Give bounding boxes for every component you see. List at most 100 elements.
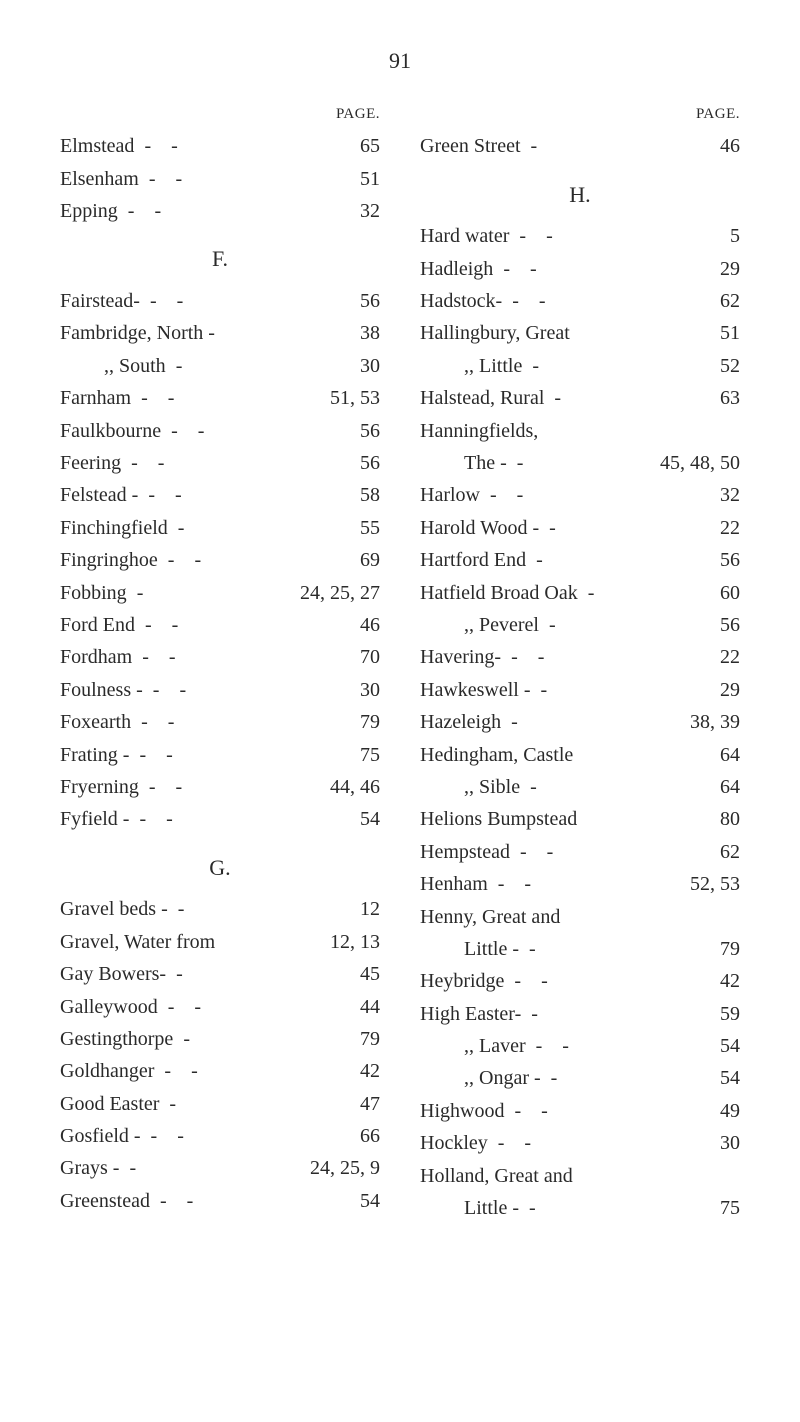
index-entry: Fingringhoe- -69 bbox=[60, 544, 380, 576]
entry-name: Fingringhoe bbox=[60, 544, 158, 576]
index-entry: Hedingham, Castle64 bbox=[420, 739, 740, 771]
entry-name: ,, Sible bbox=[464, 771, 520, 803]
index-entry: Elsenham- -51 bbox=[60, 163, 380, 195]
entry-name: ,, Little bbox=[464, 350, 522, 382]
entry-name: Gravel, Water from bbox=[60, 926, 215, 958]
entry-name: Epping bbox=[60, 195, 118, 227]
entry-page: 54 bbox=[340, 1185, 380, 1217]
entry-page: 65 bbox=[340, 130, 380, 162]
entry-name: Havering- bbox=[420, 641, 501, 673]
page-header-right: PAGE. bbox=[420, 102, 740, 126]
index-entry: Little -- 75 bbox=[420, 1192, 740, 1224]
entry-page: 5 bbox=[700, 220, 740, 252]
entry-name: Little - bbox=[464, 1192, 519, 1224]
entry-page: 64 bbox=[700, 771, 740, 803]
index-entry: High Easter--59 bbox=[420, 998, 740, 1030]
index-entry: Goldhanger- -42 bbox=[60, 1055, 380, 1087]
entry-page: 75 bbox=[340, 739, 380, 771]
entry-dash: - bbox=[521, 998, 548, 1030]
entry-dash: - bbox=[119, 1152, 146, 1184]
entry-page: 56 bbox=[340, 447, 380, 479]
index-entry: Fambridge, North -38 bbox=[60, 317, 380, 349]
index-entry: Gestingthorpe-79 bbox=[60, 1023, 380, 1055]
entry-dash: - bbox=[526, 544, 553, 576]
index-entry: Harold Wood --22 bbox=[420, 512, 740, 544]
entry-page: 32 bbox=[340, 195, 380, 227]
entry-page: 44, 46 bbox=[330, 771, 380, 803]
index-entry: Frating -- -75 bbox=[60, 739, 380, 771]
index-entry: Green Street- 46 bbox=[420, 130, 740, 162]
entry-page: 59 bbox=[700, 998, 740, 1030]
entry-page: 56 bbox=[340, 415, 380, 447]
entry-dash: - - bbox=[501, 641, 554, 673]
section-letter-h: H. bbox=[420, 177, 740, 213]
entry-dash: - bbox=[539, 512, 566, 544]
entry-page: 75 bbox=[700, 1192, 740, 1224]
entry-page: 70 bbox=[340, 641, 380, 673]
entry-name: Highwood bbox=[420, 1095, 504, 1127]
entry-page: 80 bbox=[700, 803, 740, 835]
entry-dash: - - bbox=[158, 544, 211, 576]
section-letter-f: F. bbox=[60, 241, 380, 277]
entry-name: Hazeleigh bbox=[420, 706, 501, 738]
index-entry: ,, South-30 bbox=[60, 350, 380, 382]
index-entry: Hallingbury, Great51 bbox=[420, 317, 740, 349]
entry-dash: - - bbox=[138, 479, 191, 511]
entry-name: Foxearth bbox=[60, 706, 131, 738]
index-entry: Galleywood- -44 bbox=[60, 991, 380, 1023]
entry-name: Faulkbourne bbox=[60, 415, 161, 447]
index-entry: Henham- -52, 53 bbox=[420, 868, 740, 900]
index-entry: Hempstead- -62 bbox=[420, 836, 740, 868]
entry-dash: - bbox=[522, 350, 549, 382]
entry-name: Gosfield - bbox=[60, 1120, 141, 1152]
entry-dash: - - bbox=[504, 965, 557, 997]
entry-page: 47 bbox=[340, 1088, 380, 1120]
entry-name: Finchingfield bbox=[60, 512, 168, 544]
entry-dash: - bbox=[501, 706, 528, 738]
entry-name: Farnham bbox=[60, 382, 131, 414]
left-column: PAGE. Elmstead- -65Elsenham- -51Epping- … bbox=[60, 102, 380, 1224]
entry-page: 24, 25, 9 bbox=[310, 1152, 380, 1184]
entry-page: 24, 25, 27 bbox=[300, 577, 380, 609]
entry-dash: - - bbox=[161, 415, 214, 447]
entry-page: 42 bbox=[700, 965, 740, 997]
index-entry: Helions Bumpstead80 bbox=[420, 803, 740, 835]
entry-name: Fairstead- bbox=[60, 285, 140, 317]
entry-dash: - - bbox=[129, 739, 182, 771]
index-entry: Hawkeswell --29 bbox=[420, 674, 740, 706]
entry-dash: - bbox=[507, 447, 534, 479]
entry-dash: - - bbox=[131, 382, 184, 414]
entry-name: Hallingbury, Great bbox=[420, 317, 570, 349]
index-entry: Highwood- -49 bbox=[420, 1095, 740, 1127]
index-entry: Feering- -56 bbox=[60, 447, 380, 479]
index-entry: Henny, Great and bbox=[420, 901, 740, 933]
entry-name: Elmstead bbox=[60, 130, 134, 162]
index-entry: Gravel beds --12 bbox=[60, 893, 380, 925]
entry-dash: - - bbox=[504, 1095, 557, 1127]
index-entry: Epping- -32 bbox=[60, 195, 380, 227]
entry-page: 46 bbox=[700, 130, 740, 162]
page-number: 91 bbox=[60, 48, 740, 74]
entry-dash: - bbox=[519, 1192, 546, 1224]
entry-page: 38 bbox=[340, 317, 380, 349]
entry-page: 56 bbox=[700, 609, 740, 641]
entry-dash: - - bbox=[488, 1127, 541, 1159]
entry-name: Fryerning bbox=[60, 771, 139, 803]
index-entry: Hartford End-56 bbox=[420, 544, 740, 576]
entry-page: 46 bbox=[340, 609, 380, 641]
entry-page: 44 bbox=[340, 991, 380, 1023]
index-entry: Gay Bowers--45 bbox=[60, 958, 380, 990]
index-entry: ,, Laver- -54 bbox=[420, 1030, 740, 1062]
entry-name: Hartford End bbox=[420, 544, 526, 576]
entry-name: Green Street bbox=[420, 130, 521, 162]
entry-dash: - - bbox=[121, 447, 174, 479]
entry-name: Greenstead bbox=[60, 1185, 150, 1217]
index-entry: Hard water- -5 bbox=[420, 220, 740, 252]
entry-dash: - - bbox=[154, 1055, 207, 1087]
entry-name: Grays - bbox=[60, 1152, 119, 1184]
index-entry: Hazeleigh-38, 39 bbox=[420, 706, 740, 738]
entry-dash: - bbox=[521, 130, 548, 162]
entry-page: 51, 53 bbox=[330, 382, 380, 414]
entry-dash: - - bbox=[488, 868, 541, 900]
entry-page: 45 bbox=[340, 958, 380, 990]
